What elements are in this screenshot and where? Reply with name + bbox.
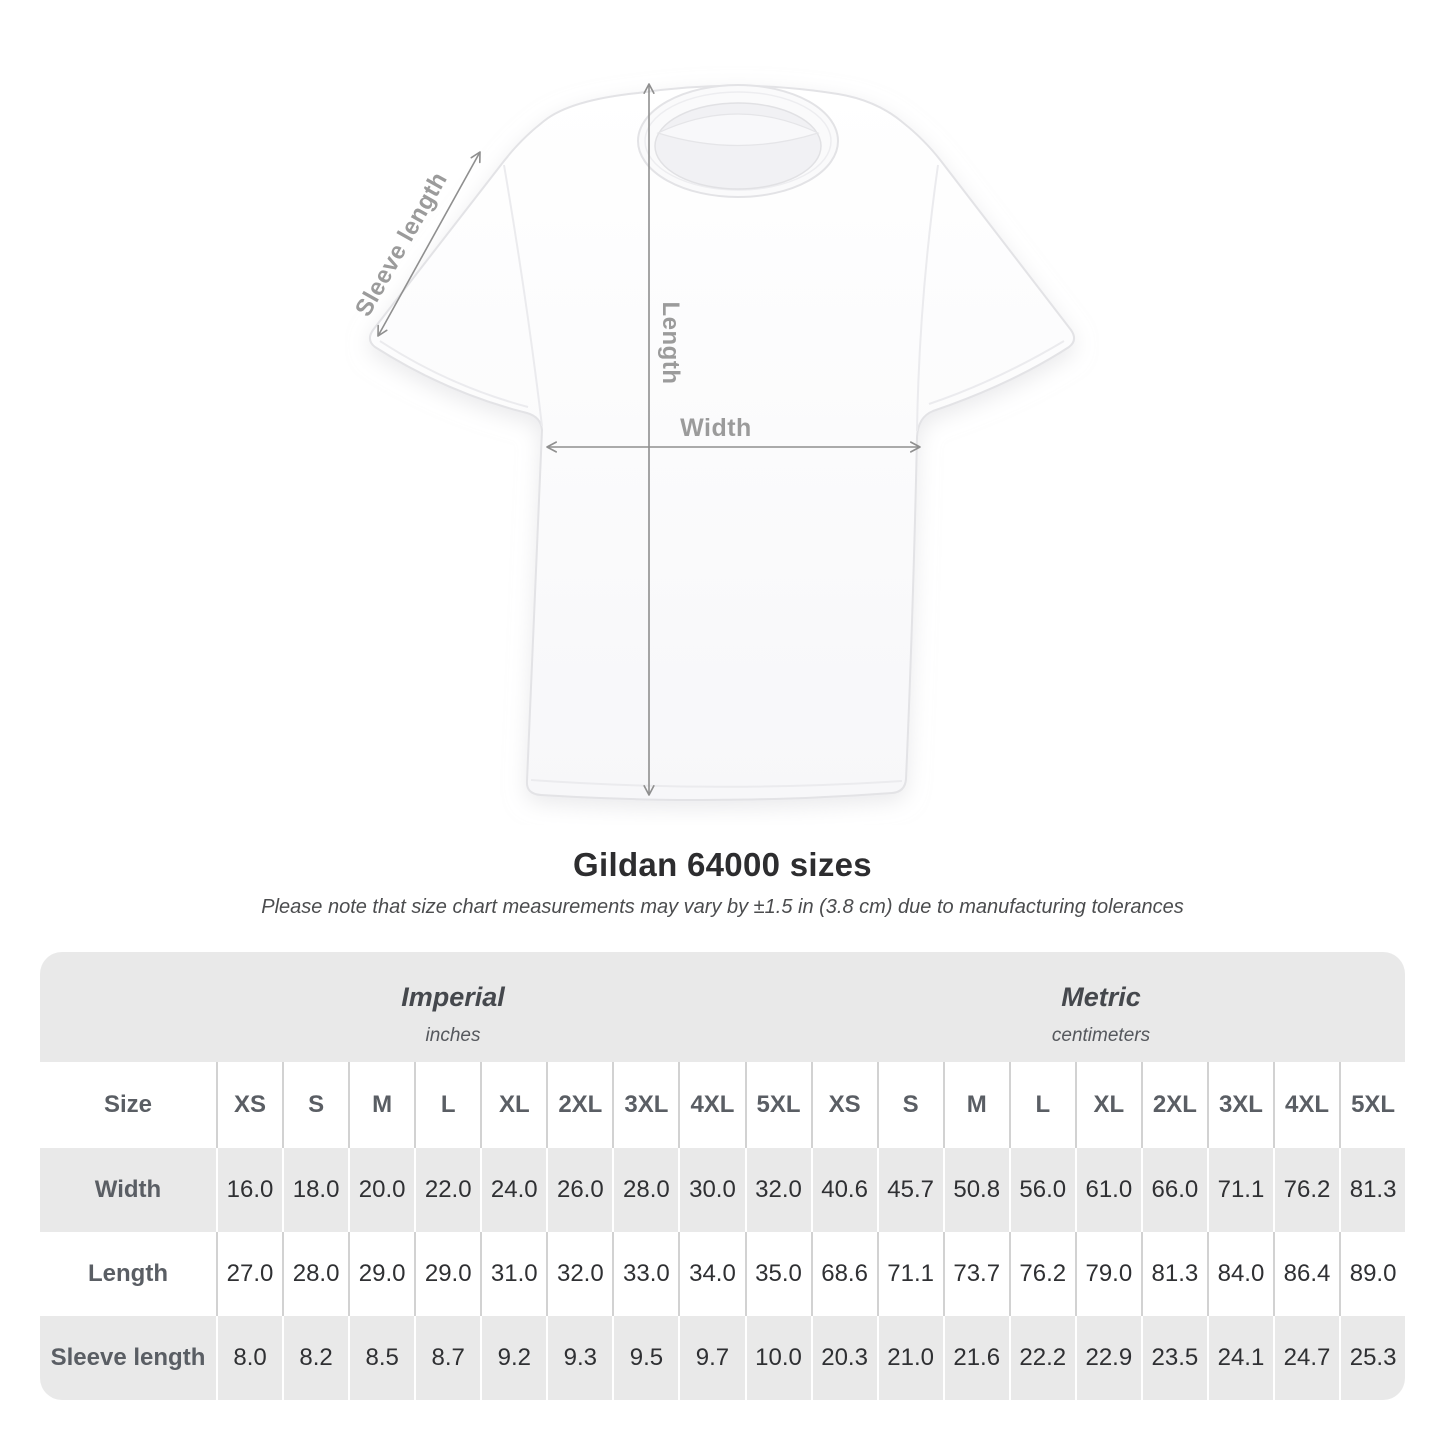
row-label: Length: [40, 1232, 216, 1316]
value-cell: 81.3: [1142, 1232, 1207, 1316]
value-cell: 8.2: [284, 1316, 349, 1400]
value-cell: 9.7: [680, 1316, 745, 1400]
value-cell: 26.0: [548, 1148, 613, 1232]
value-cell: 29.0: [416, 1232, 481, 1316]
value-cell: 34.0: [680, 1232, 745, 1316]
size-column-header: Size: [40, 1062, 216, 1148]
unit-band: Imperial inches Metric centimeters: [40, 952, 1405, 1062]
value-cell: 22.9: [1076, 1316, 1141, 1400]
value-cell: 8.5: [350, 1316, 415, 1400]
value-cell: 66.0: [1142, 1148, 1207, 1232]
value-cell: 10.0: [746, 1316, 811, 1400]
size-header-imperial: 5XL: [746, 1062, 811, 1148]
value-cell: 8.0: [218, 1316, 283, 1400]
size-header-metric: XS: [812, 1062, 877, 1148]
value-cell: 9.2: [482, 1316, 547, 1400]
metric-unit: centimeters: [1051, 1025, 1151, 1046]
back-collar: [656, 113, 820, 147]
imperial-unit-group: Imperial inches: [401, 982, 505, 1047]
value-cell: 28.0: [614, 1148, 679, 1232]
value-cell: 33.0: [614, 1232, 679, 1316]
size-header-imperial: L: [416, 1062, 481, 1148]
size-header-metric: M: [944, 1062, 1009, 1148]
value-cell: 73.7: [944, 1232, 1009, 1316]
value-cell: 79.0: [1076, 1232, 1141, 1316]
value-cell: 8.7: [416, 1316, 481, 1400]
size-header-imperial: S: [284, 1062, 349, 1148]
value-cell: 21.0: [878, 1316, 943, 1400]
tolerance-note: Please note that size chart measurements…: [261, 896, 1184, 918]
value-cell: 23.5: [1142, 1316, 1207, 1400]
value-cell: 9.3: [548, 1316, 613, 1400]
value-cell: 81.3: [1341, 1148, 1405, 1232]
value-cell: 16.0: [218, 1148, 283, 1232]
value-cell: 84.0: [1208, 1232, 1273, 1316]
size-header-imperial: XS: [218, 1062, 283, 1148]
row-label: Sleeve length: [40, 1316, 216, 1400]
value-cell: 45.7: [878, 1148, 943, 1232]
imperial-title: Imperial: [401, 982, 505, 1012]
value-cell: 50.8: [944, 1148, 1009, 1232]
size-header-imperial: 4XL: [680, 1062, 745, 1148]
value-cell: 27.0: [218, 1232, 283, 1316]
value-cell: 29.0: [350, 1232, 415, 1316]
value-cell: 21.6: [944, 1316, 1009, 1400]
value-cell: 9.5: [614, 1316, 679, 1400]
size-header-metric: 4XL: [1275, 1062, 1340, 1148]
page-title: Gildan 64000 sizes: [573, 846, 872, 883]
value-cell: 56.0: [1010, 1148, 1075, 1232]
value-cell: 71.1: [1208, 1148, 1273, 1232]
size-table: Imperial inches Metric centimeters Size …: [40, 952, 1405, 1400]
size-header-row: Size XS S M L XL 2XL 3XL 4XL 5XL XS S M …: [40, 1062, 1405, 1148]
value-cell: 24.7: [1275, 1316, 1340, 1400]
metric-title: Metric: [1061, 982, 1141, 1012]
value-cell: 22.2: [1010, 1316, 1075, 1400]
value-cell: 25.3: [1341, 1316, 1405, 1400]
size-header-metric: S: [878, 1062, 943, 1148]
value-cell: 35.0: [746, 1232, 811, 1316]
size-header-imperial: XL: [482, 1062, 547, 1148]
value-cell: 89.0: [1341, 1232, 1405, 1316]
table-row-sleeve-length: Sleeve length 8.0 8.2 8.5 8.7 9.2 9.3 9.…: [40, 1316, 1405, 1400]
row-label: Width: [40, 1148, 216, 1232]
value-cell: 28.0: [284, 1232, 349, 1316]
value-cell: 86.4: [1275, 1232, 1340, 1316]
size-header-metric: 2XL: [1142, 1062, 1207, 1148]
value-cell: 20.0: [350, 1148, 415, 1232]
size-header-imperial: 3XL: [614, 1062, 679, 1148]
seam-lines: [379, 164, 1065, 788]
value-cell: 30.0: [680, 1148, 745, 1232]
value-cell: 20.3: [812, 1316, 877, 1400]
value-cell: 32.0: [746, 1148, 811, 1232]
sleeve-length-arrow: [377, 151, 481, 337]
value-cell: 76.2: [1010, 1232, 1075, 1316]
value-cell: 18.0: [284, 1148, 349, 1232]
value-cell: 31.0: [482, 1232, 547, 1316]
value-cell: 61.0: [1076, 1148, 1141, 1232]
value-cell: 22.0: [416, 1148, 481, 1232]
table-row-length: Length 27.0 28.0 29.0 29.0 31.0 32.0 33.…: [40, 1232, 1405, 1316]
metric-unit-group: Metric centimeters: [1052, 982, 1150, 1047]
size-header-metric: L: [1010, 1062, 1075, 1148]
imperial-unit: inches: [425, 1025, 481, 1046]
length-label: Length: [657, 302, 684, 385]
size-header-imperial: M: [350, 1062, 415, 1148]
value-cell: 71.1: [878, 1232, 943, 1316]
value-cell: 68.6: [812, 1232, 877, 1316]
table-row-width: Width 16.0 18.0 20.0 22.0 24.0 26.0 28.0…: [40, 1148, 1405, 1232]
value-cell: 24.0: [482, 1148, 547, 1232]
value-cell: 24.1: [1208, 1316, 1273, 1400]
size-header-metric: XL: [1076, 1062, 1141, 1148]
size-header-imperial: 2XL: [548, 1062, 613, 1148]
tshirt-illustration: [369, 84, 1075, 802]
tshirt-measurement-diagram: Sleeve length Length Width: [350, 83, 1075, 802]
value-cell: 32.0: [548, 1232, 613, 1316]
width-label: Width: [680, 414, 752, 442]
value-cell: 76.2: [1275, 1148, 1340, 1232]
size-header-metric: 3XL: [1208, 1062, 1273, 1148]
value-cell: 40.6: [812, 1148, 877, 1232]
size-header-metric: 5XL: [1341, 1062, 1405, 1148]
